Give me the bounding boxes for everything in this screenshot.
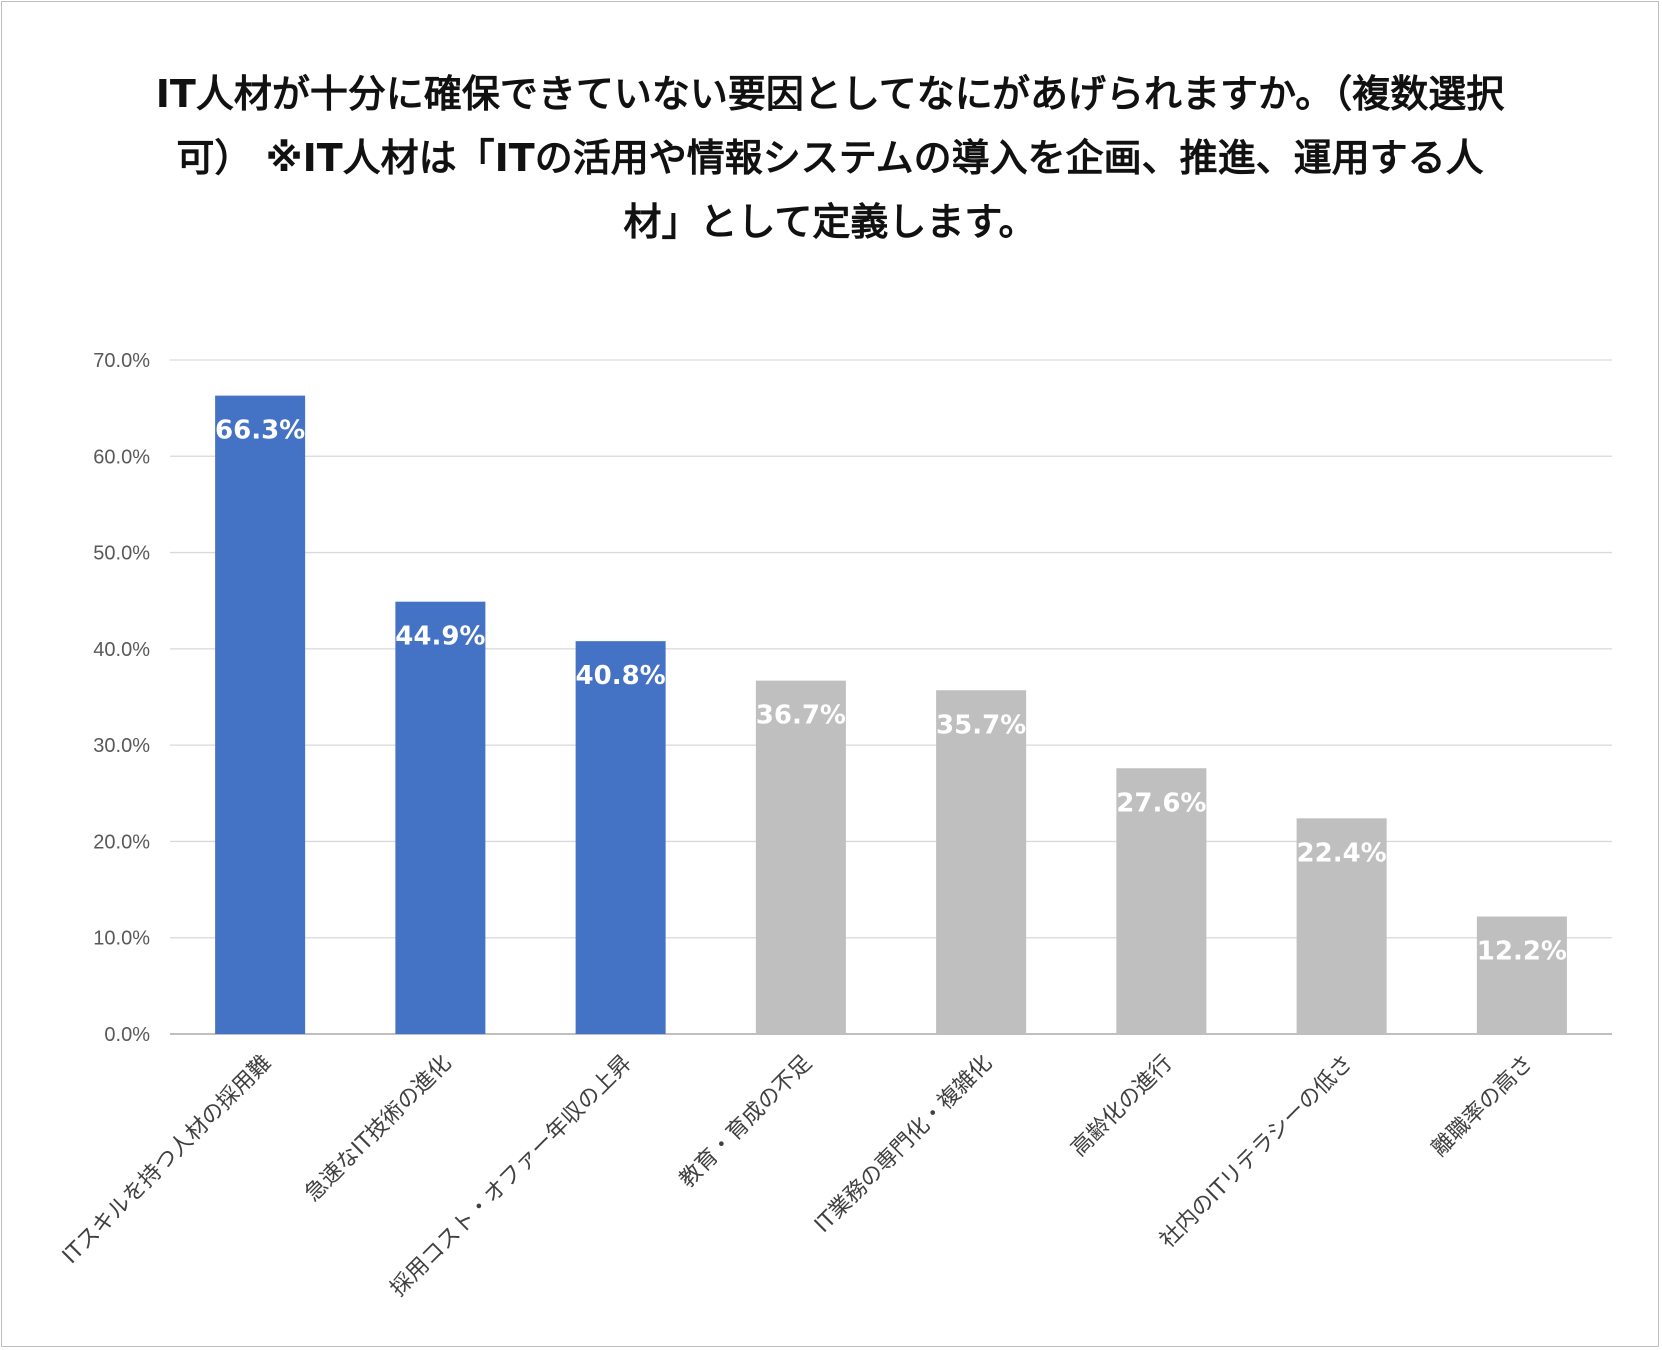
x-tick-label: 社内のITリテラシーの低さ bbox=[1155, 1051, 1358, 1254]
bar bbox=[1476, 916, 1567, 1034]
x-tick-label: IT業務の専門化・複雑化 bbox=[810, 1051, 997, 1238]
bar bbox=[936, 690, 1027, 1034]
x-tick-label: 急速なIT技術の進化 bbox=[300, 1051, 456, 1207]
x-tick-label: 高齢化の進行 bbox=[1067, 1051, 1178, 1162]
y-tick-label: 20.0% bbox=[93, 831, 150, 853]
bar bbox=[575, 641, 666, 1034]
bar bbox=[395, 601, 486, 1034]
y-tick-label: 50.0% bbox=[93, 543, 150, 565]
bar bbox=[1116, 768, 1207, 1034]
y-tick-label: 30.0% bbox=[93, 735, 150, 757]
data-label: 27.6% bbox=[1116, 788, 1206, 818]
y-tick-label: 40.0% bbox=[93, 639, 150, 661]
data-label: 36.7% bbox=[756, 701, 846, 731]
x-tick-label: ITスキルを持つ人材の採用難 bbox=[58, 1051, 276, 1269]
bar bbox=[755, 680, 846, 1034]
data-label: 40.8% bbox=[576, 661, 666, 691]
data-label: 44.9% bbox=[395, 622, 485, 652]
y-tick-label: 60.0% bbox=[93, 446, 150, 468]
y-tick-label: 70.0% bbox=[93, 350, 150, 372]
bar bbox=[1296, 818, 1387, 1034]
y-tick-label: 0.0% bbox=[104, 1024, 150, 1046]
data-label: 66.3% bbox=[215, 416, 305, 446]
data-label: 12.2% bbox=[1477, 937, 1567, 967]
x-tick-label: 教育・育成の不足 bbox=[675, 1051, 817, 1193]
x-tick-label: 離職率の高さ bbox=[1427, 1051, 1538, 1162]
data-label: 35.7% bbox=[936, 710, 1026, 740]
data-label: 22.4% bbox=[1297, 838, 1387, 868]
chart-title: IT人材が十分に確保できていない要因としてなにがあげられますか。（複数選択可） … bbox=[155, 72, 1505, 244]
bar bbox=[215, 395, 306, 1034]
y-tick-label: 10.0% bbox=[93, 928, 150, 950]
